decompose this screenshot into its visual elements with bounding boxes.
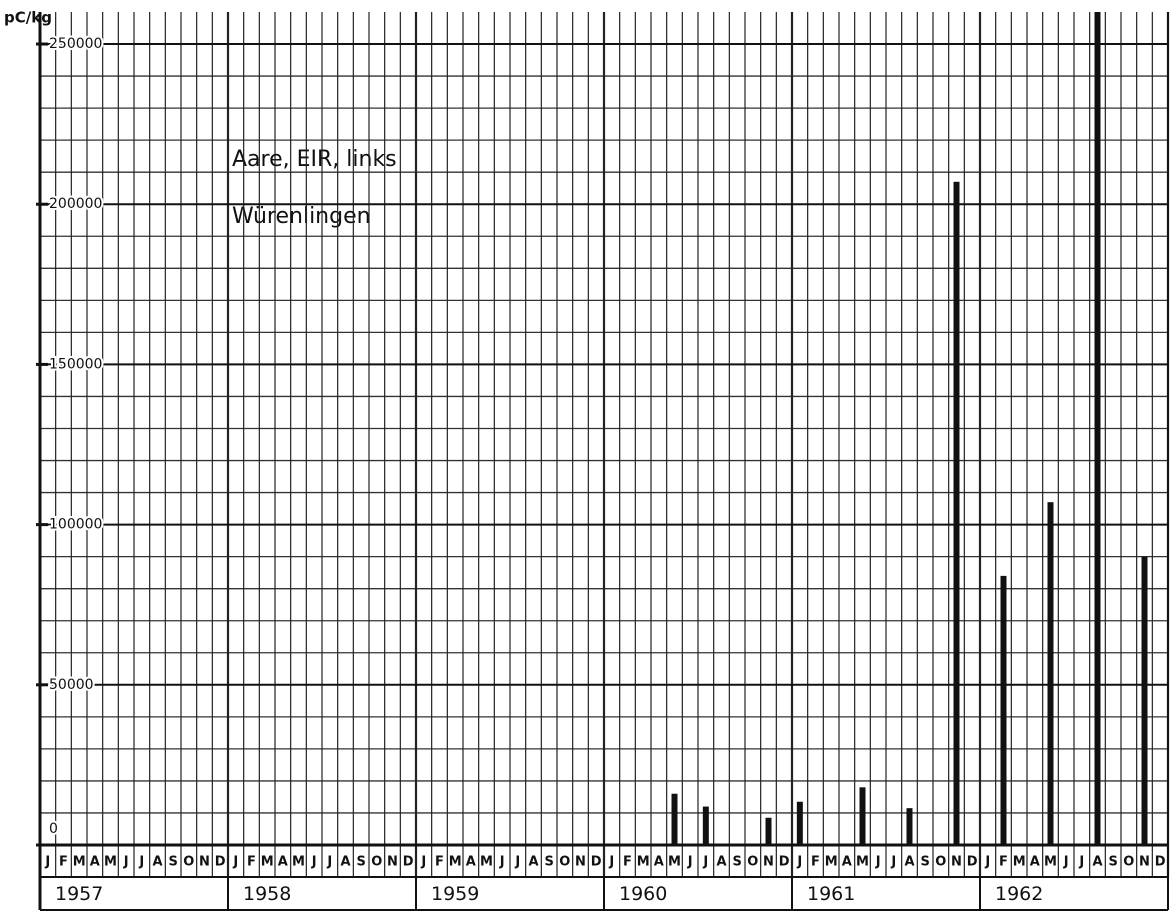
bar <box>765 817 772 845</box>
year-label: 1961 <box>807 883 855 905</box>
month-label: J <box>138 855 144 870</box>
month-label: M <box>292 855 305 870</box>
annotation: Aare, EIR, links <box>232 147 397 172</box>
month-label: A <box>904 855 914 870</box>
month-label: J <box>796 855 802 870</box>
month-label: A <box>278 855 288 870</box>
y-axis-label: pC/kg <box>4 9 52 27</box>
month-label: A <box>1092 855 1102 870</box>
month-label: N <box>575 855 586 870</box>
month-label: J <box>420 855 426 870</box>
month-label: M <box>449 855 462 870</box>
month-label: J <box>123 855 129 870</box>
month-label: D <box>779 855 790 870</box>
month-label: M <box>668 855 681 870</box>
month-label: N <box>763 855 774 870</box>
annotation: Würenlingen <box>232 204 371 229</box>
month-label: O <box>935 855 946 870</box>
month-label: A <box>654 855 664 870</box>
month-label: F <box>999 855 1008 870</box>
y-tick-label: 150000 <box>49 356 102 372</box>
month-label: J <box>702 855 708 870</box>
y-tick-label: 250000 <box>49 36 102 52</box>
month-label: N <box>387 855 398 870</box>
month-label: D <box>967 855 978 870</box>
month-label: J <box>687 855 693 870</box>
month-label: S <box>544 855 553 870</box>
month-label: D <box>591 855 602 870</box>
bar <box>796 801 803 845</box>
bar <box>859 787 866 845</box>
month-label: D <box>215 855 226 870</box>
month-label: J <box>875 855 881 870</box>
month-label: A <box>716 855 726 870</box>
month-label: S <box>732 855 741 870</box>
month-label: M <box>261 855 274 870</box>
month-label: O <box>747 855 758 870</box>
bar <box>953 181 960 846</box>
month-label: S <box>1108 855 1117 870</box>
y-tick-label: 50000 <box>49 677 94 693</box>
year-label: 1958 <box>243 883 291 905</box>
bar <box>1000 575 1007 845</box>
month-label: A <box>842 855 852 870</box>
year-label: 1957 <box>55 883 103 905</box>
month-label: O <box>559 855 570 870</box>
month-label: S <box>168 855 177 870</box>
month-label: J <box>984 855 990 870</box>
bar <box>906 808 913 845</box>
month-label: A <box>152 855 162 870</box>
bar <box>1141 556 1148 845</box>
month-label: A <box>1030 855 1040 870</box>
month-label: J <box>44 855 50 870</box>
month-label: F <box>59 855 68 870</box>
month-label: O <box>1123 855 1134 870</box>
month-label: N <box>951 855 962 870</box>
month-label: M <box>856 855 869 870</box>
month-label: M <box>1044 855 1057 870</box>
month-label: A <box>466 855 476 870</box>
month-label: J <box>608 855 614 870</box>
month-label: A <box>528 855 538 870</box>
month-label: J <box>499 855 505 870</box>
month-label: S <box>920 855 929 870</box>
year-label: 1959 <box>431 883 479 905</box>
month-label: J <box>311 855 317 870</box>
month-label: O <box>371 855 382 870</box>
month-label: O <box>183 855 194 870</box>
bar <box>702 806 709 845</box>
month-label: A <box>90 855 100 870</box>
bar <box>1094 12 1101 845</box>
month-label: J <box>514 855 520 870</box>
month-label: S <box>356 855 365 870</box>
year-label: 1962 <box>995 883 1043 905</box>
month-label: A <box>340 855 350 870</box>
month-label: M <box>73 855 86 870</box>
month-label: M <box>480 855 493 870</box>
y-tick-label: 200000 <box>49 196 102 212</box>
y-tick-label: 100000 <box>49 517 102 533</box>
month-label: F <box>811 855 820 870</box>
month-label: M <box>825 855 838 870</box>
y-tick-label: 0 <box>49 821 58 837</box>
month-label: F <box>435 855 444 870</box>
year-label: 1960 <box>619 883 667 905</box>
month-label: D <box>1155 855 1166 870</box>
month-label: M <box>637 855 650 870</box>
month-label: N <box>1139 855 1150 870</box>
bar <box>671 793 678 845</box>
month-label: F <box>623 855 632 870</box>
month-label: J <box>1078 855 1084 870</box>
month-label: J <box>890 855 896 870</box>
month-label: J <box>1063 855 1069 870</box>
month-label: F <box>247 855 256 870</box>
month-label: J <box>232 855 238 870</box>
month-label: M <box>104 855 117 870</box>
month-label: D <box>403 855 414 870</box>
month-label: M <box>1013 855 1026 870</box>
month-label: N <box>199 855 210 870</box>
bar <box>1047 502 1054 845</box>
month-label: J <box>326 855 332 870</box>
